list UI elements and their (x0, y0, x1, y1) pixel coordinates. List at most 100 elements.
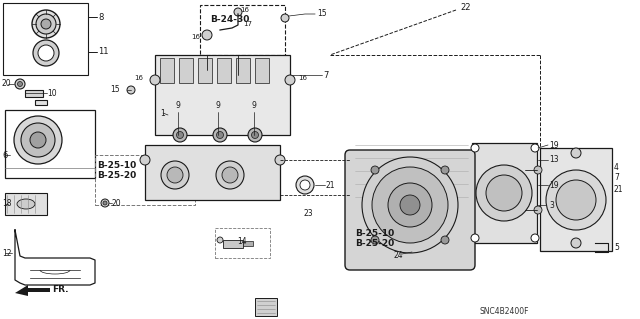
Circle shape (546, 170, 606, 230)
Text: 7: 7 (614, 174, 619, 182)
Text: 16: 16 (298, 75, 307, 81)
Circle shape (441, 166, 449, 174)
Bar (236, 58, 250, 83)
Circle shape (161, 161, 189, 189)
Text: 24: 24 (393, 251, 403, 261)
Circle shape (217, 237, 223, 243)
Bar (243, 241, 253, 246)
Circle shape (571, 238, 581, 248)
Circle shape (167, 167, 183, 183)
Text: 19: 19 (549, 181, 559, 189)
Text: FR.: FR. (52, 286, 68, 294)
Text: 11: 11 (98, 48, 109, 56)
Circle shape (285, 75, 295, 85)
Text: 15: 15 (317, 10, 326, 19)
Circle shape (471, 144, 479, 152)
Circle shape (15, 79, 25, 89)
Text: 14: 14 (237, 238, 246, 247)
Circle shape (30, 132, 46, 148)
Circle shape (531, 234, 539, 242)
Text: 21: 21 (326, 181, 335, 189)
Text: 8: 8 (98, 12, 104, 21)
Circle shape (216, 161, 244, 189)
Circle shape (300, 180, 310, 190)
Circle shape (252, 131, 259, 138)
Circle shape (202, 30, 212, 40)
FancyBboxPatch shape (345, 150, 475, 270)
Circle shape (41, 19, 51, 29)
Text: SNC4B2400F: SNC4B2400F (480, 308, 529, 316)
Circle shape (362, 157, 458, 253)
Text: 12: 12 (2, 249, 12, 257)
Circle shape (127, 86, 135, 94)
Bar (198, 58, 212, 83)
Bar (540, 148, 612, 251)
Text: 15: 15 (110, 85, 120, 94)
Text: 13: 13 (549, 155, 559, 165)
Circle shape (371, 166, 379, 174)
Text: 19: 19 (549, 140, 559, 150)
Text: 16: 16 (191, 34, 200, 40)
Text: 17: 17 (243, 21, 252, 27)
Circle shape (173, 128, 187, 142)
Bar (223, 240, 243, 248)
Circle shape (371, 236, 379, 244)
Circle shape (486, 175, 522, 211)
Circle shape (234, 8, 242, 16)
Circle shape (400, 195, 420, 215)
Text: 16: 16 (240, 7, 249, 13)
Bar (255, 298, 277, 316)
Circle shape (534, 206, 542, 214)
Text: 23: 23 (303, 209, 312, 218)
Circle shape (38, 45, 54, 61)
Bar (3, 3, 88, 75)
Circle shape (213, 128, 227, 142)
Circle shape (556, 180, 596, 220)
Circle shape (571, 148, 581, 158)
Circle shape (177, 131, 184, 138)
Circle shape (101, 199, 109, 207)
Circle shape (36, 14, 56, 34)
Bar (472, 143, 537, 243)
Text: 7: 7 (323, 70, 328, 79)
Circle shape (150, 75, 160, 85)
Bar (200, 5, 285, 55)
Polygon shape (15, 285, 50, 296)
Text: 20: 20 (2, 79, 12, 88)
Text: 20: 20 (112, 198, 122, 207)
Bar (155, 55, 290, 135)
Text: B-25-10: B-25-10 (97, 160, 136, 169)
Bar (25, 90, 43, 97)
Circle shape (275, 155, 285, 165)
Text: B-25-20: B-25-20 (355, 239, 394, 248)
Circle shape (222, 167, 238, 183)
Text: 3: 3 (549, 201, 554, 210)
Circle shape (14, 116, 62, 164)
Circle shape (32, 10, 60, 38)
Circle shape (388, 183, 432, 227)
Text: 6: 6 (2, 151, 8, 160)
Bar (95, 155, 195, 205)
Text: 5: 5 (614, 243, 619, 253)
Bar (217, 58, 231, 83)
Text: 22: 22 (460, 4, 470, 12)
Text: 18: 18 (2, 199, 12, 209)
Bar (179, 58, 193, 83)
Circle shape (140, 155, 150, 165)
Text: 1: 1 (160, 108, 164, 117)
Bar (255, 58, 269, 83)
Text: 21: 21 (614, 186, 623, 195)
Text: B-25-10: B-25-10 (355, 228, 394, 238)
Text: B-25-20: B-25-20 (97, 170, 136, 180)
Circle shape (372, 167, 448, 243)
Circle shape (248, 128, 262, 142)
Bar (5, 110, 95, 178)
Circle shape (471, 234, 479, 242)
Text: 9: 9 (251, 101, 256, 110)
Text: 4: 4 (614, 164, 619, 173)
Circle shape (534, 166, 542, 174)
Bar (5, 193, 47, 215)
Circle shape (33, 40, 59, 66)
Circle shape (21, 123, 55, 157)
Circle shape (531, 144, 539, 152)
